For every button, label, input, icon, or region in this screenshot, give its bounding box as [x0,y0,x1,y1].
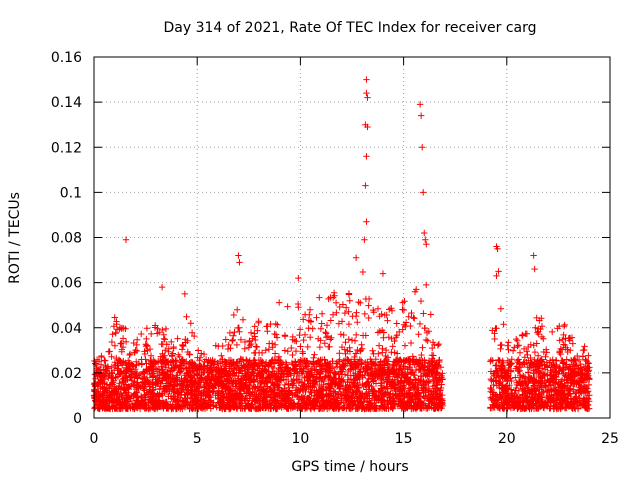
y-tick-label: 0.12 [51,140,82,156]
data-point [363,153,370,160]
data-point [422,236,429,243]
chart-title: Day 314 of 2021, Rate Of TEC Index for r… [163,20,536,36]
y-tick-label: 0.16 [51,50,82,66]
x-tick-label: 10 [291,431,309,447]
data-point [363,76,370,83]
data-point [417,112,425,119]
y-tick-label: 0 [73,411,82,427]
data-point [530,252,537,259]
data-point [295,274,302,282]
data-point [352,254,360,262]
data-point [495,268,502,275]
data-point [158,283,166,291]
x-tick-label: 15 [395,431,413,447]
x-tick-label: 5 [193,431,202,447]
x-tick-label: 0 [90,431,99,447]
data-point [236,259,243,266]
y-tick-label: 0.08 [51,231,82,247]
data-point [494,245,501,252]
y-tick-label: 0.14 [51,95,82,111]
scatter-cloud [90,268,593,413]
data-point [420,189,427,196]
y-tick-label: 0.06 [51,276,82,292]
data-point [379,270,387,277]
data-point [363,89,370,97]
data-point [364,94,371,101]
data-point [423,241,430,248]
data-point [421,229,428,237]
data-point [363,218,370,225]
x-axis-label: GPS time / hours [291,459,408,475]
axis-ticks: 0 0.02 0.04 0.06 0.08 0.1 0.12 0.14 0.16 0 5 10 15 20… [51,50,619,447]
data-point [531,265,538,273]
x-tick-label: 20 [498,431,516,447]
data-point [361,236,368,243]
data-point [362,182,369,189]
data-point [235,252,242,259]
data-point [181,290,189,298]
y-axis-label: ROTI / TECUs [7,192,23,284]
y-tick-label: 0.04 [51,321,82,337]
data-points [90,76,593,413]
y-tick-label: 0.02 [51,366,82,382]
data-point [122,236,130,243]
data-point [416,101,424,108]
x-tick-label: 25 [601,431,619,447]
y-tick-label: 0.1 [60,185,82,201]
data-point [364,123,371,131]
data-point [418,144,426,151]
data-point [493,272,500,280]
